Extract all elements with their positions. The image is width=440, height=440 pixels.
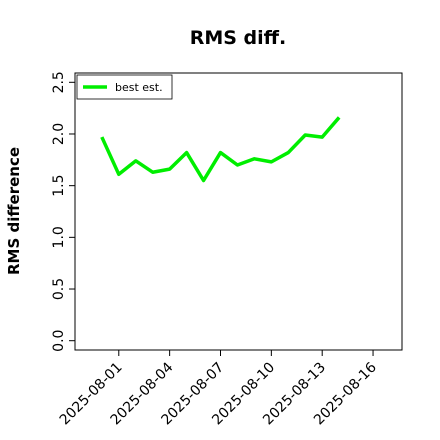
y-tick-label: 0.0 [51,330,67,352]
data-line [100,116,341,183]
y-tick-label: 1.0 [51,226,67,248]
y-tick-label: 2.0 [51,123,67,145]
chart-title: RMS diff. [190,27,287,49]
y-tick-label: 0.5 [51,278,67,300]
plot-frame [74,72,403,351]
y-tick-label: 2.5 [51,71,67,93]
legend-label: best est. [115,81,163,94]
y-tick-label: 1.5 [51,175,67,197]
y-axis-label: RMS difference [5,147,23,275]
